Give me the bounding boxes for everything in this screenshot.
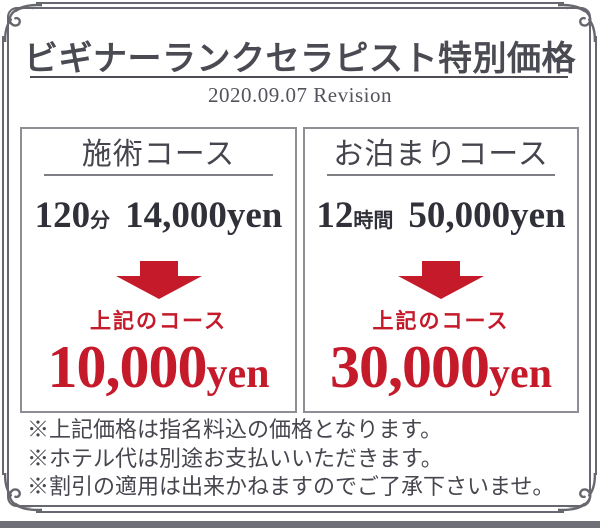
duration-unit: 時間 (353, 210, 394, 232)
course-name: 施術コース (81, 138, 236, 171)
corner-flourish-icon (3, 3, 42, 42)
bottom-edge-band (0, 521, 600, 528)
down-arrow-icon (115, 261, 202, 299)
currency-label: yen (489, 351, 552, 397)
corner-flourish-icon (558, 473, 597, 512)
footnote: ※上記価格は指名料込の価格となります。 (27, 417, 443, 442)
course-name-underline (327, 174, 555, 176)
list-price-line: 120分 14,000yen (35, 197, 283, 234)
duration-value: 120 (34, 195, 91, 236)
promo-label: 上記のコース (90, 309, 227, 333)
currency-label: yen (226, 195, 283, 236)
footnote: ※割引の適用は出来かねますのでご了承下さいませ。 (27, 474, 555, 499)
currency-label: yen (206, 351, 270, 397)
title-underline (30, 76, 568, 78)
promo-price: 10,000 (47, 334, 208, 400)
frame-left-line (2, 36, 4, 475)
list-price: 50,000 (408, 195, 511, 236)
footnote: ※ホテル代は別途お支払いいただきます。 (27, 445, 443, 471)
corner-flourish-icon (3, 473, 42, 512)
promo-price-line: 30,000yen (330, 337, 552, 397)
corner-flourish-icon (558, 3, 597, 42)
duration-value: 12 (316, 195, 354, 236)
course-box-treatment: 施術コース 120分 14,000yen 上記のコース 10,000yen (20, 127, 297, 413)
frame-bottom-line (36, 511, 564, 513)
list-price-line: 12時間 50,000yen (316, 197, 565, 234)
list-price: 14,000 (125, 195, 227, 236)
promo-price: 30,000 (330, 334, 490, 400)
down-arrow-icon (398, 261, 484, 299)
frame-top-line (36, 2, 564, 4)
footnotes: ※上記価格は指名料込の価格となります。 ※ホテル代は別途お支払いいただきます。 … (27, 416, 554, 502)
frame-right-line (595, 36, 597, 475)
promo-label: 上記のコース (372, 309, 510, 333)
course-name: お泊まりコース (333, 138, 549, 171)
revision-date: 2020.09.07 Revision (208, 83, 392, 107)
promo-price-line: 10,000yen (48, 337, 270, 397)
page-title: ビギナーランクセラピスト特別価格 (24, 41, 576, 78)
course-name-underline (44, 174, 273, 176)
duration-unit: 分 (90, 210, 111, 232)
course-box-overnight: お泊まりコース 12時間 50,000yen 上記のコース 30,000yen (303, 127, 579, 413)
currency-label: yen (510, 195, 566, 236)
